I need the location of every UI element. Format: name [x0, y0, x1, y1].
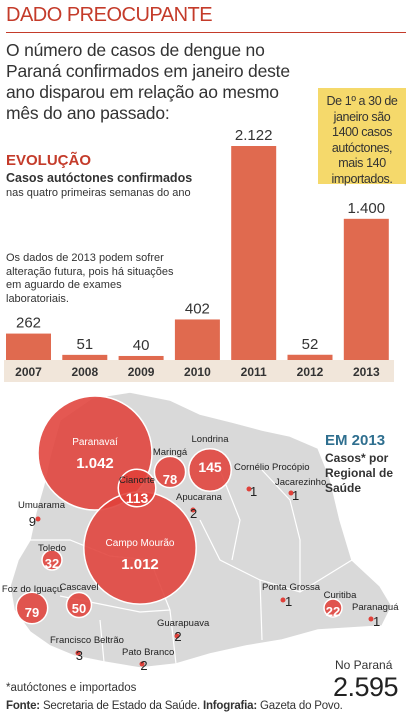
- source-line: Fonte: Secretaria de Estado da Saúde. In…: [6, 700, 343, 712]
- map-region-label: Toledo: [38, 543, 66, 554]
- map-bubble: [41, 549, 63, 571]
- evolution-subtitle-2: nas quatro primeiras semanas do ano: [6, 187, 191, 199]
- intro-text: O número de casos de dengue no Paraná co…: [6, 40, 290, 123]
- kicker-rule: [6, 32, 406, 33]
- map-region-value: 2: [190, 506, 197, 521]
- total-label: No Paraná: [335, 658, 393, 672]
- map-bubble: [153, 455, 187, 489]
- bar-2013: [343, 218, 389, 360]
- map-region-value: 22: [326, 604, 340, 619]
- map-region-value: 1: [285, 594, 292, 609]
- map-region-label: Paranavaí: [72, 437, 118, 448]
- map-region-value: 113: [126, 490, 149, 506]
- x-axis-band: [4, 360, 394, 382]
- footnote: *autóctones e importados: [6, 682, 137, 694]
- bar-2007: [6, 333, 51, 360]
- bar-value-label: 1.400: [348, 200, 386, 217]
- infographic-text: Gazeta do Povo.: [260, 700, 343, 712]
- map-point-dot: [35, 516, 41, 522]
- x-tick-label: 2008: [71, 365, 98, 379]
- map-region-value: 1: [373, 614, 380, 629]
- bar-value-label: 51: [76, 336, 93, 353]
- map-bubble: [323, 598, 343, 618]
- map-region-value: 1: [250, 484, 257, 499]
- map-region-value: 3: [76, 648, 83, 663]
- map-region-label: Foz do Iguaçu: [2, 584, 62, 595]
- map-region-value: 1.012: [121, 556, 159, 573]
- source-text: Secretaria de Estado da Saúde.: [42, 700, 200, 712]
- x-tick-label: 2007: [15, 365, 42, 379]
- map-region-label: Pato Branco: [122, 647, 174, 658]
- bar-2011: [231, 146, 277, 360]
- map-region-value: 145: [198, 459, 222, 475]
- bar-2012: [287, 354, 333, 360]
- map-region-value: 32: [45, 556, 59, 571]
- x-tick-label: 2012: [297, 365, 324, 379]
- x-tick-label: 2010: [184, 365, 211, 379]
- evolution-title: EVOLUÇÃO: [6, 152, 92, 169]
- map-region-label: Cascavel: [59, 582, 98, 593]
- x-tick-label: 2009: [128, 365, 155, 379]
- evolution-note: Os dados de 2013 podem sofrer alteração …: [6, 252, 174, 305]
- map-region-label: Campo Mourão: [106, 538, 175, 549]
- kicker-title: DADO PREOCUPANTE: [6, 4, 213, 26]
- bar-value-label: 52: [302, 336, 319, 353]
- map-region-value: 79: [25, 605, 39, 620]
- map-region-value: 50: [72, 601, 86, 616]
- map-bubble: [117, 468, 157, 508]
- map-region-label: Ponta Grossa: [262, 582, 321, 593]
- map-region-label: Maringá: [153, 447, 188, 458]
- map-region-label: Cornélio Procópio: [234, 462, 310, 473]
- map-point-dot: [174, 633, 180, 639]
- bar-value-label: 262: [16, 315, 41, 332]
- map-bubble: [15, 591, 49, 625]
- map-region-label: Cianorte: [119, 475, 155, 486]
- note-box: De 1º a 30 de janeiro são 1400 casos aut…: [318, 88, 406, 186]
- map-point-dot: [246, 486, 252, 492]
- bar-2009: [118, 355, 164, 360]
- bar-chart: 262 2007 51 2008 40 2009 402 2010 2.122 2011 52 201…: [4, 127, 394, 382]
- evolution-subtitle: Casos autóctones confirmados: [6, 171, 193, 185]
- map-region-label: Paranaguá: [352, 602, 399, 613]
- map-region-value: 1: [292, 488, 299, 503]
- map-region-value: 78: [163, 472, 177, 487]
- map-point-dot: [190, 507, 196, 513]
- map-region-label: Francisco Beltrão: [50, 635, 124, 646]
- source-label: Fonte:: [6, 700, 40, 712]
- map-point-dot: [139, 661, 145, 667]
- map-point-dot: [368, 616, 374, 622]
- bar-value-label: 402: [185, 300, 210, 317]
- map-region-label: Apucarana: [176, 492, 223, 503]
- map-title: EM 2013: [325, 432, 386, 449]
- map-region-value: 1.042: [76, 455, 114, 472]
- map-point-dot: [288, 490, 294, 496]
- map-region-value: 2: [174, 629, 181, 644]
- map-subtitle: Casos* por Regional de Saúde: [325, 451, 394, 495]
- map-bubble: [187, 447, 233, 493]
- map-region-value: 2: [140, 658, 147, 673]
- map-point-dot: [280, 597, 286, 603]
- map-point-dot: [75, 650, 81, 656]
- bar-2008: [62, 354, 108, 360]
- total-value: 2.595: [333, 672, 399, 702]
- bar-2010: [174, 319, 220, 360]
- infographic-label: Infografia:: [202, 700, 257, 712]
- map-region-label: Curitiba: [324, 590, 357, 601]
- map-region-label: Londrina: [192, 434, 230, 445]
- x-tick-label: 2011: [241, 365, 267, 379]
- map-bubble: [65, 591, 93, 619]
- x-tick-label: 2013: [353, 365, 380, 379]
- map-region-label: Guarapuava: [157, 618, 210, 629]
- map-region-label: Umuarama: [18, 500, 66, 511]
- bar-value-label: 2.122: [235, 127, 273, 144]
- map-region-value: 9: [29, 514, 36, 529]
- bubble-map: Paranavaí 1.042 Campo Mourão 1.012 Londrina 1…: [2, 395, 399, 673]
- bar-value-label: 40: [133, 337, 150, 354]
- map-region-label: Jacarezinho: [275, 477, 326, 488]
